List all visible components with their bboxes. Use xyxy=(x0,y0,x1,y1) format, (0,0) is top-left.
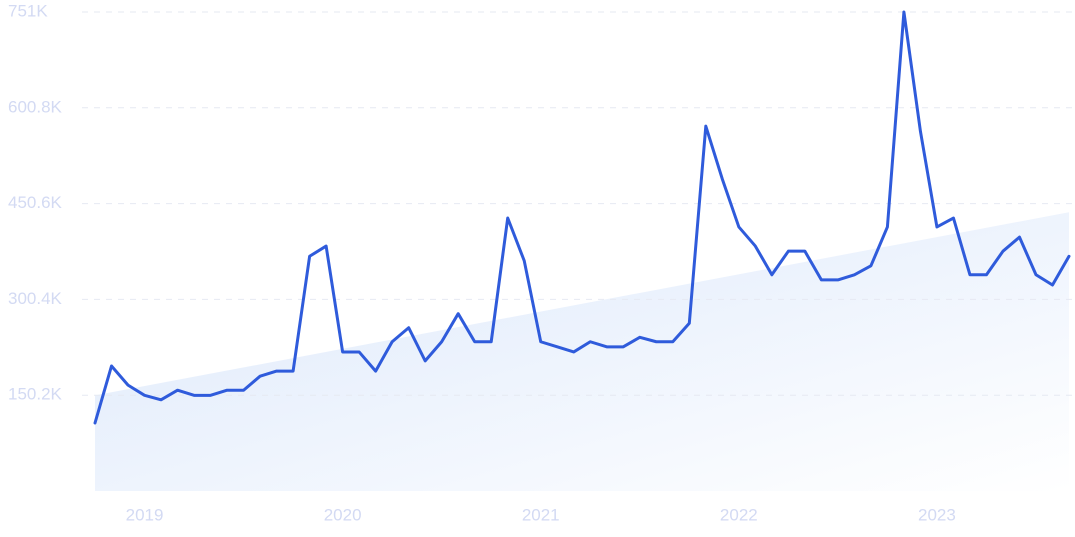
y-tick-label: 150.2K xyxy=(8,385,63,404)
y-tick-label: 751K xyxy=(8,1,48,20)
x-tick-label: 2022 xyxy=(720,505,758,524)
y-tick-label: 450.6K xyxy=(8,193,63,212)
y-tick-label: 300.4K xyxy=(8,289,63,308)
x-tick-label: 2023 xyxy=(918,505,956,524)
data-line xyxy=(93,10,1071,425)
x-tick-label: 2021 xyxy=(522,505,560,524)
x-tick-label: 2019 xyxy=(126,505,164,524)
trend-area xyxy=(95,212,1069,492)
x-tick-label: 2020 xyxy=(324,505,362,524)
y-tick-label: 600.8K xyxy=(8,97,63,116)
